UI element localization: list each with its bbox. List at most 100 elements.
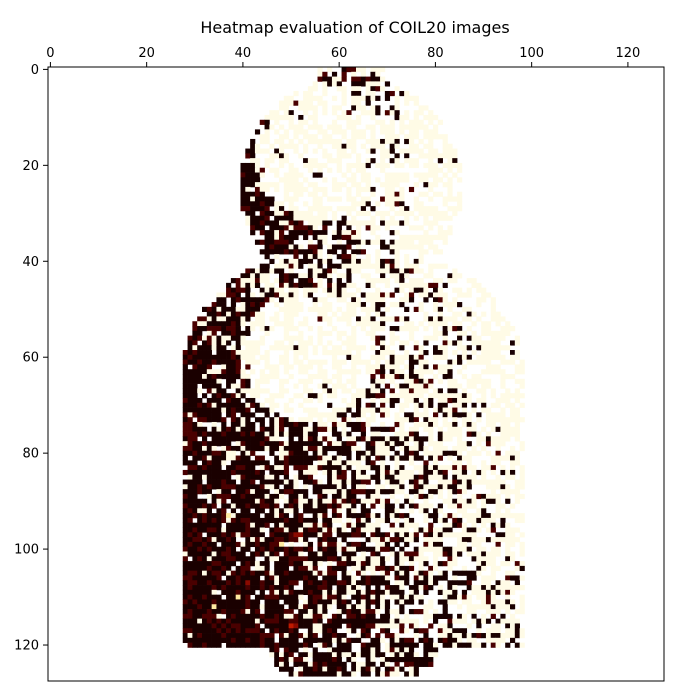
heatmap-cell — [240, 474, 246, 480]
heatmap-cell — [476, 450, 482, 456]
heatmap-cell — [298, 244, 304, 250]
heatmap-cell — [495, 633, 501, 639]
heatmap-cell — [485, 484, 492, 490]
heatmap-cell — [182, 580, 188, 586]
heatmap-cell — [317, 76, 323, 82]
heatmap-cell — [269, 225, 275, 231]
heatmap-cell — [327, 565, 333, 572]
heatmap-cell — [442, 623, 448, 629]
heatmap-cell — [274, 402, 280, 408]
heatmap-cell — [437, 215, 443, 221]
heatmap-cell — [365, 628, 371, 634]
heatmap-cell — [360, 594, 366, 600]
heatmap-cell — [274, 417, 280, 423]
heatmap-cell — [331, 445, 338, 452]
heatmap-cell — [442, 522, 448, 528]
heatmap-cell — [365, 618, 371, 624]
heatmap-cell — [283, 177, 289, 183]
heatmap-cell — [346, 230, 352, 236]
heatmap-cell — [187, 445, 193, 452]
heatmap-cell — [317, 172, 323, 178]
heatmap-cell — [274, 119, 280, 125]
heatmap-cell — [471, 618, 477, 624]
heatmap-cell — [490, 330, 496, 336]
heatmap-cell — [216, 546, 222, 552]
heatmap-cell — [283, 350, 289, 356]
heatmap-cell — [279, 465, 285, 471]
heatmap-cell — [206, 445, 212, 452]
heatmap-cell — [418, 575, 424, 581]
heatmap-cell — [447, 484, 453, 490]
heatmap-cell — [288, 292, 294, 298]
heatmap-cell — [351, 105, 357, 111]
heatmap-cell — [375, 474, 381, 480]
heatmap-cell — [365, 609, 371, 615]
heatmap-cell — [211, 580, 217, 586]
heatmap-cell — [331, 431, 338, 437]
heatmap-cell — [433, 182, 439, 188]
heatmap-cell — [283, 532, 289, 538]
heatmap-cell — [500, 613, 506, 619]
heatmap-cell — [356, 498, 362, 504]
heatmap-cell — [303, 397, 309, 404]
heatmap-cell — [327, 604, 333, 610]
heatmap-cell — [365, 369, 371, 375]
heatmap-cell — [259, 340, 265, 346]
heatmap-cell — [375, 580, 381, 586]
heatmap-cell — [404, 273, 410, 279]
heatmap-cell — [457, 431, 463, 437]
heatmap-cell — [274, 436, 280, 442]
heatmap-cell — [413, 551, 419, 557]
heatmap-cell — [476, 302, 482, 308]
heatmap-cell — [365, 282, 371, 289]
heatmap-cell — [500, 397, 506, 404]
heatmap-cell — [288, 460, 294, 466]
heatmap-cell — [399, 316, 405, 322]
heatmap-cell — [433, 292, 439, 298]
heatmap-cell — [485, 551, 492, 557]
heatmap-cell — [331, 287, 338, 293]
heatmap-cell — [250, 167, 256, 173]
heatmap-cell — [447, 191, 453, 197]
heatmap-cell — [331, 623, 338, 629]
heatmap-cell — [283, 546, 289, 552]
heatmap-cell — [408, 532, 415, 538]
heatmap-cell — [327, 278, 333, 284]
heatmap-cell — [442, 397, 448, 404]
heatmap-cell — [283, 134, 289, 140]
heatmap-cell — [312, 138, 318, 145]
heatmap-cell — [380, 436, 386, 442]
heatmap-cell — [235, 340, 241, 346]
heatmap-cell — [331, 268, 338, 274]
heatmap-cell — [336, 182, 342, 188]
heatmap-cell — [389, 105, 395, 111]
heatmap-cell — [442, 210, 448, 217]
heatmap-cell — [346, 489, 352, 495]
heatmap-cell — [500, 417, 506, 423]
heatmap-cell — [226, 282, 232, 289]
heatmap-cell — [380, 469, 386, 476]
heatmap-cell — [514, 493, 520, 500]
heatmap-cell — [481, 613, 487, 619]
heatmap-cell — [418, 364, 424, 370]
heatmap-cell — [418, 388, 424, 394]
heatmap-cell — [375, 585, 381, 591]
heatmap-cell — [461, 570, 468, 576]
heatmap-cell — [322, 90, 328, 97]
heatmap-cell — [264, 436, 270, 442]
heatmap-cell — [303, 474, 309, 480]
heatmap-cell — [230, 369, 237, 375]
heatmap-cell — [408, 455, 415, 461]
heatmap-cell — [341, 426, 347, 432]
heatmap-cell — [240, 503, 246, 509]
heatmap-cell — [433, 220, 439, 226]
heatmap-cell — [365, 465, 371, 471]
heatmap-cell — [264, 570, 270, 576]
heatmap-cell — [457, 450, 463, 456]
heatmap-cell — [259, 527, 265, 533]
heatmap-cell — [413, 522, 419, 528]
heatmap-cell — [250, 460, 256, 466]
heatmap-cell — [254, 167, 261, 173]
heatmap-cell — [375, 359, 381, 365]
heatmap-cell — [336, 364, 342, 370]
